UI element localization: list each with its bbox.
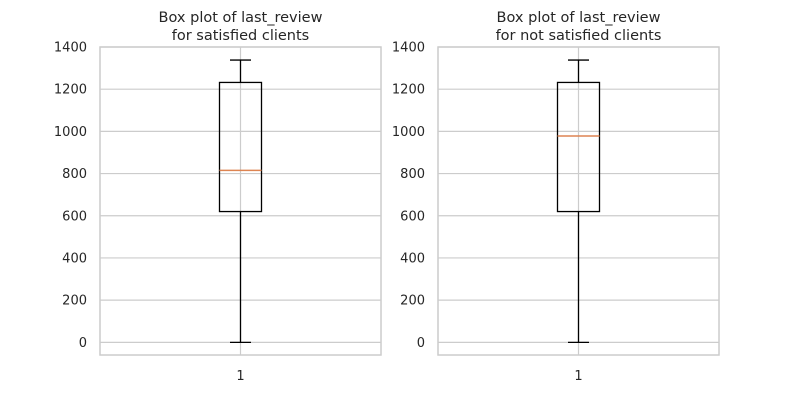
x-tick-label: 1 — [574, 369, 582, 384]
axes-frame — [99, 46, 382, 356]
y-tick-label: 0 — [79, 336, 87, 351]
y-tick-label: 200 — [62, 294, 87, 309]
y-tick-label: 1000 — [54, 125, 87, 140]
iqr-box — [556, 81, 601, 213]
y-tick-label: 800 — [62, 167, 87, 182]
y-tick-label: 200 — [400, 294, 425, 309]
y-tick-label: 600 — [400, 209, 425, 224]
y-tick-label: 1200 — [392, 83, 425, 98]
iqr-box — [218, 81, 263, 213]
chart-panel-2: 0 200 400 600 800 1000 1200 1400 1 Box plot of la… — [392, 10, 720, 384]
y-tick-label: 1400 — [54, 41, 87, 56]
chart-title-line-1: Box plot of last_review — [159, 10, 323, 26]
y-tick-label: 400 — [62, 251, 87, 266]
chart-panel-1: 0 200 400 600 800 1000 1200 1400 1 Box plot of la… — [54, 10, 382, 384]
y-tick-label: 400 — [400, 251, 425, 266]
y-tick-label: 1000 — [392, 125, 425, 140]
chart-title-line-2: for satisfied clients — [172, 28, 310, 44]
axes-frame — [437, 46, 720, 356]
chart-title-line-1: Box plot of last_review — [497, 10, 661, 26]
y-tick-label: 1400 — [392, 41, 425, 56]
y-tick-label: 600 — [62, 209, 87, 224]
chart-title-line-2: for not satisfied clients — [496, 28, 662, 44]
y-tick-label: 800 — [400, 167, 425, 182]
y-tick-label: 0 — [417, 336, 425, 351]
y-tick-label: 1200 — [54, 83, 87, 98]
x-tick-label: 1 — [236, 369, 244, 384]
